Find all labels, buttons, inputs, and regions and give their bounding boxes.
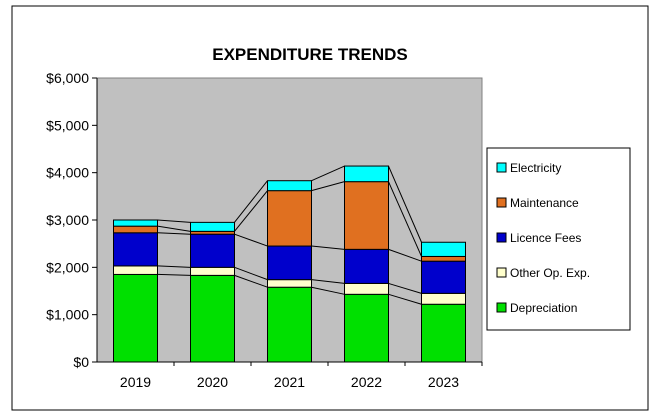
bar-segment [190, 233, 235, 268]
bar-segment [344, 248, 389, 284]
series-line [234, 266, 268, 281]
x-tick-label: 2023 [428, 374, 459, 390]
bar-segment [344, 165, 389, 183]
series-line [311, 279, 345, 284]
bar-segment [190, 266, 235, 276]
y-tick-label: $0 [73, 354, 89, 370]
bar-segment [421, 303, 466, 363]
bar-segment [421, 255, 466, 262]
legend-swatch [496, 162, 507, 173]
x-tick-label: 2020 [197, 374, 228, 390]
series-line [311, 181, 345, 192]
bar-segment [113, 265, 158, 275]
bar-segment [421, 292, 466, 305]
series-line [388, 165, 422, 243]
series-line [234, 180, 268, 223]
y-tick-label: $6,000 [46, 70, 89, 86]
y-tick-label: $1,000 [46, 307, 89, 323]
legend-swatch [496, 232, 507, 243]
y-tick-label: $2,000 [46, 259, 89, 275]
bar-segment [113, 219, 158, 227]
legend-box [486, 147, 631, 331]
y-tick-label: $4,000 [46, 165, 89, 181]
series-line [234, 274, 268, 288]
bar-segment [267, 180, 312, 192]
legend-swatch [496, 302, 507, 313]
bar-segment [344, 181, 389, 250]
series-line [311, 286, 345, 295]
bar-segment [267, 279, 312, 288]
series-line [388, 293, 422, 305]
bar-segment [344, 282, 389, 295]
x-tick-label: 2021 [274, 374, 305, 390]
bar-segment [113, 225, 158, 234]
series-line [234, 190, 268, 232]
bar-segment [190, 221, 235, 232]
bar-segment [113, 232, 158, 267]
bars [113, 165, 466, 363]
legend-label: Depreciation [510, 301, 577, 315]
bar-segment [267, 245, 312, 281]
legend-label: Other Op. Exp. [510, 266, 590, 280]
bar-segment [267, 286, 312, 363]
series-line [157, 265, 191, 268]
series-line [234, 233, 268, 247]
bar-segment [421, 241, 466, 257]
legend-label: Licence Fees [510, 231, 581, 245]
bar-segment [344, 293, 389, 363]
x-tick-label: 2022 [351, 374, 382, 390]
legend-label: Maintenance [510, 196, 579, 210]
bar-segment [113, 273, 158, 363]
series-line [311, 165, 345, 182]
series-lines [157, 165, 422, 305]
series-line [388, 282, 422, 294]
series-line [157, 225, 191, 232]
legend-label: Electricity [510, 161, 561, 175]
y-axis: $0 $1,000 $2,000 $3,000 $4,000 $5,000 $6,000 [46, 70, 98, 370]
chart-title: EXPENDITURE TRENDS [212, 45, 408, 64]
series-line [157, 232, 191, 235]
legend-swatch [496, 267, 507, 278]
y-tick-label: $3,000 [46, 212, 89, 228]
y-tick-label: $5,000 [46, 117, 89, 133]
series-line [388, 181, 422, 257]
series-line [157, 273, 191, 276]
series-line [311, 245, 345, 250]
bar-segment [267, 190, 312, 247]
legend: Electricity Maintenance Licence Fees Other … [486, 147, 631, 331]
bar-segment [190, 274, 235, 363]
legend-swatch [496, 197, 507, 208]
series-line [157, 219, 191, 223]
x-tick-label: 2019 [120, 374, 151, 390]
bar-segment [421, 260, 466, 294]
series-line [388, 248, 422, 262]
